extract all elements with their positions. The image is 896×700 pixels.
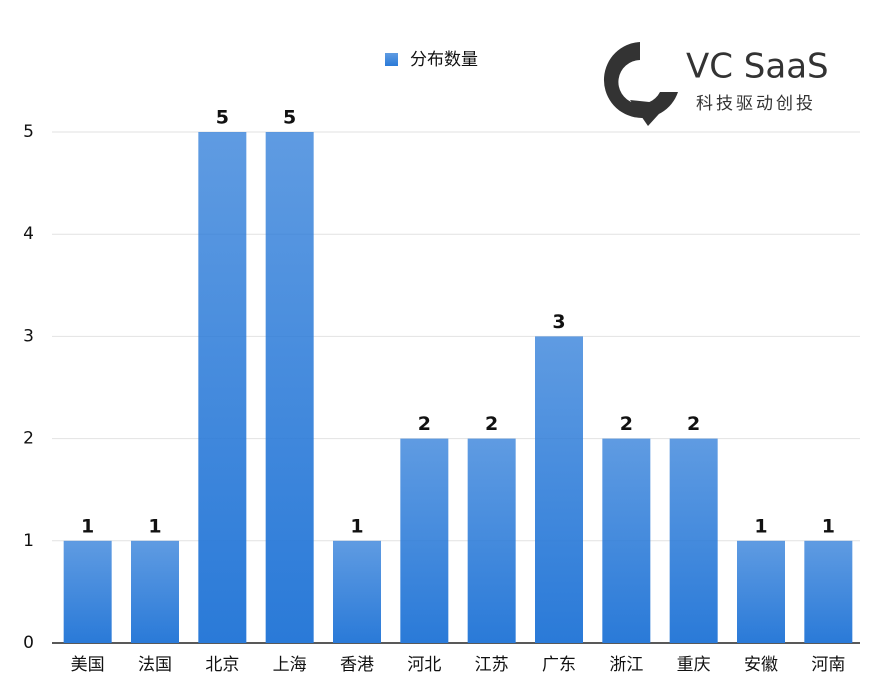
value-label: 3	[552, 311, 565, 333]
logo: VC SaaS 科技驱动创投	[603, 42, 829, 126]
x-tick-label: 重庆	[677, 655, 711, 675]
x-tick-label: 香港	[340, 655, 374, 675]
value-label: 2	[620, 413, 633, 435]
bar	[198, 132, 247, 643]
value-label: 2	[485, 413, 498, 435]
logo-subtitle: 科技驱动创投	[696, 94, 816, 114]
value-label: 1	[350, 515, 363, 537]
bar	[737, 540, 785, 643]
bar	[602, 438, 651, 643]
bar	[265, 132, 314, 643]
x-tick-label: 安徽	[744, 655, 778, 675]
bar	[467, 438, 516, 643]
x-tick-label: 北京	[205, 655, 239, 675]
y-tick-label: 2	[23, 429, 34, 449]
value-label: 1	[81, 515, 94, 537]
bar	[669, 438, 718, 643]
value-label: 2	[687, 413, 700, 435]
y-tick-label: 5	[23, 122, 34, 142]
value-label: 5	[283, 107, 296, 129]
x-tick-label: 河北	[407, 655, 441, 675]
x-tick-label: 河南	[811, 655, 845, 675]
bar	[804, 540, 853, 643]
y-tick-label: 1	[23, 531, 34, 551]
value-label: 1	[754, 515, 767, 537]
x-tick-label: 美国	[71, 655, 105, 675]
value-label: 1	[822, 515, 835, 537]
bar	[131, 540, 179, 643]
x-tick-label: 广东	[542, 655, 576, 675]
logo-title: VC SaaS	[686, 47, 829, 87]
y-tick-label: 4	[23, 224, 34, 244]
y-tick-label: 3	[23, 326, 34, 346]
value-label: 1	[148, 515, 161, 537]
bar	[535, 336, 583, 643]
x-tick-label: 法国	[138, 655, 172, 675]
bar	[333, 540, 381, 643]
x-tick-label: 江苏	[475, 655, 509, 675]
y-tick-label: 0	[23, 633, 34, 653]
x-tick-label: 上海	[273, 655, 307, 675]
x-tick-label: 浙江	[609, 655, 643, 675]
legend-label: 分布数量	[410, 50, 478, 70]
logo-icon	[603, 42, 678, 126]
value-label: 5	[216, 107, 229, 129]
value-label: 2	[418, 413, 431, 435]
legend-swatch	[385, 53, 398, 66]
bar	[400, 438, 449, 643]
bar	[63, 540, 112, 643]
